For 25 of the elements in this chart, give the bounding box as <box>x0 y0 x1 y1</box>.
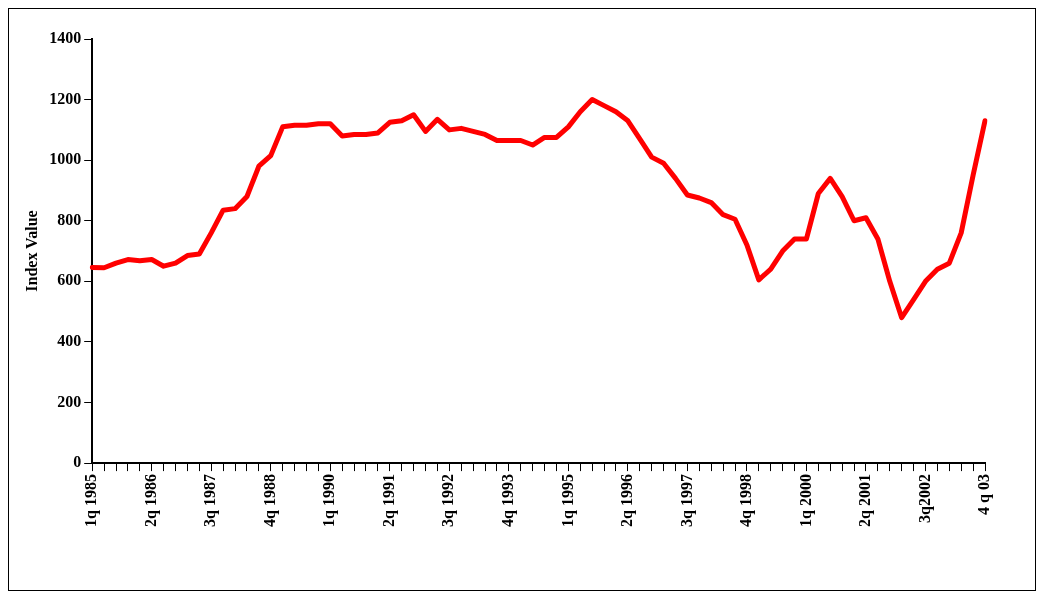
y-tick-label: 1000 <box>49 150 82 168</box>
x-tick-label: 3q 1987 <box>201 474 220 528</box>
y-tick-label: 1200 <box>49 89 82 107</box>
y-tick-label: 1400 <box>49 29 82 47</box>
x-tick-label: 1q 2000 <box>796 474 815 528</box>
x-tick-label: 2q 1996 <box>618 474 637 528</box>
x-tick-label: 4q 1988 <box>260 474 279 528</box>
y-tick-label: 800 <box>57 210 82 228</box>
x-tick-label: 3q 1997 <box>677 474 696 528</box>
x-tick-label: 4q 1998 <box>737 474 756 528</box>
x-tick-label: 2q 2001 <box>856 474 875 528</box>
y-tick-label: 600 <box>57 271 82 289</box>
x-tick-label: 4 q 03 <box>975 474 994 516</box>
y-tick-label: 200 <box>57 392 82 410</box>
x-tick-label: 1q 1985 <box>82 474 101 528</box>
y-axis-title: Index Value <box>22 210 40 292</box>
y-tick-label: 0 <box>73 453 82 471</box>
x-tick-label: 1q 1995 <box>558 474 577 528</box>
x-tick-label: 3q 1992 <box>439 474 458 528</box>
x-tick-label: 3q2002 <box>915 474 934 524</box>
x-tick-label: 4q 1993 <box>498 474 517 528</box>
y-tick-label: 400 <box>57 332 82 350</box>
x-tick-label: 2q 1991 <box>379 474 398 528</box>
x-tick-label: 1q 1990 <box>320 474 339 528</box>
x-tick-label: 2q 1986 <box>141 474 160 528</box>
